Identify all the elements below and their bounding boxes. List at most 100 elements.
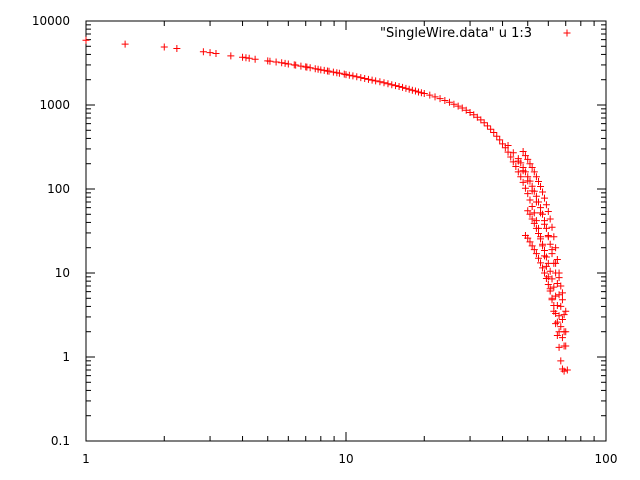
data-point: [519, 167, 527, 175]
data-point: [540, 269, 548, 277]
data-point: [524, 234, 532, 242]
data-point: [414, 88, 422, 96]
data-point: [546, 240, 554, 248]
data-point: [121, 40, 129, 48]
legend-plus-marker: [563, 29, 571, 37]
data-point: [514, 168, 522, 176]
data-point: [555, 274, 563, 282]
data-point: [534, 230, 542, 238]
data-point: [539, 240, 547, 248]
data-point: [552, 292, 560, 300]
data-point: [493, 132, 501, 140]
data-point: [546, 267, 554, 275]
data-point: [391, 82, 399, 90]
data-point: [303, 63, 311, 71]
data-point: [417, 89, 425, 97]
y-tick-label: 1: [62, 350, 70, 364]
data-point: [544, 233, 552, 241]
data-point: [342, 71, 350, 79]
data-point: [524, 155, 532, 163]
data-point: [548, 294, 556, 302]
data-point: [436, 95, 444, 103]
data-point: [553, 318, 561, 326]
data-point: [325, 67, 333, 75]
data-point: [532, 250, 540, 258]
data-point: [537, 235, 545, 243]
data-point: [509, 149, 517, 157]
data-point: [553, 255, 561, 263]
data-point: [311, 65, 319, 73]
data-point: [537, 209, 545, 217]
data-point: [532, 173, 540, 181]
data-point: [317, 66, 325, 74]
legend-marker: [563, 29, 571, 37]
data-point: [292, 61, 300, 69]
data-point: [519, 147, 527, 155]
data-point: [548, 223, 556, 231]
data-point: [388, 81, 396, 89]
y-tick-label: 100: [47, 182, 70, 196]
data-point: [553, 332, 561, 340]
data-point: [402, 84, 410, 92]
data-point: [490, 129, 498, 137]
x-tick-label: 1: [82, 452, 90, 466]
data-point: [555, 328, 563, 336]
data-point: [542, 201, 550, 209]
data-point: [521, 184, 529, 192]
data-point: [405, 85, 413, 93]
data-point: [487, 125, 495, 133]
data-point: [227, 52, 235, 60]
data-point: [297, 62, 305, 70]
data-point: [546, 215, 554, 223]
data-point: [530, 219, 538, 227]
data-point: [528, 215, 536, 223]
data-point: [519, 178, 527, 186]
data-point: [450, 100, 458, 108]
data-point: [550, 302, 558, 310]
data-point: [562, 328, 570, 336]
data-point: [504, 141, 512, 149]
data-point: [445, 98, 453, 106]
data-point: [376, 78, 384, 86]
data-point: [364, 75, 372, 83]
axis-ticks: 1 10 100 0.1 1 10 100 1000 10000: [32, 14, 618, 466]
data-point: [542, 253, 550, 261]
data-point: [528, 242, 536, 250]
data-point: [496, 136, 504, 144]
data-point: [528, 202, 536, 210]
data-point: [395, 83, 403, 91]
data-point: [534, 254, 542, 262]
data-point: [278, 59, 286, 67]
data-point: [477, 116, 485, 124]
data-point: [458, 104, 466, 112]
data-point: [480, 119, 488, 127]
data-point: [557, 323, 565, 331]
data-point: [560, 311, 568, 319]
data-point: [266, 57, 274, 65]
y-tick-label: 10: [55, 266, 70, 280]
data-points: [82, 36, 571, 375]
data-point: [245, 54, 253, 62]
data-point: [524, 177, 532, 185]
data-point: [540, 247, 548, 255]
data-point: [552, 309, 560, 317]
data-point: [558, 296, 566, 304]
data-point: [272, 58, 280, 66]
data-point: [206, 49, 214, 57]
data-point: [517, 173, 525, 181]
data-point: [562, 307, 570, 315]
legend: "SingleWire.data" u 1:3: [380, 26, 571, 41]
data-point: [526, 238, 534, 246]
data-point: [441, 97, 449, 105]
data-point: [530, 209, 538, 217]
data-point: [281, 59, 289, 67]
data-point: [539, 264, 547, 272]
data-point: [526, 210, 534, 218]
data-point: [251, 55, 259, 63]
data-point: [212, 50, 220, 58]
data-point: [411, 87, 419, 95]
data-point: [462, 106, 470, 114]
data-point: [199, 48, 207, 56]
data-point: [530, 168, 538, 176]
